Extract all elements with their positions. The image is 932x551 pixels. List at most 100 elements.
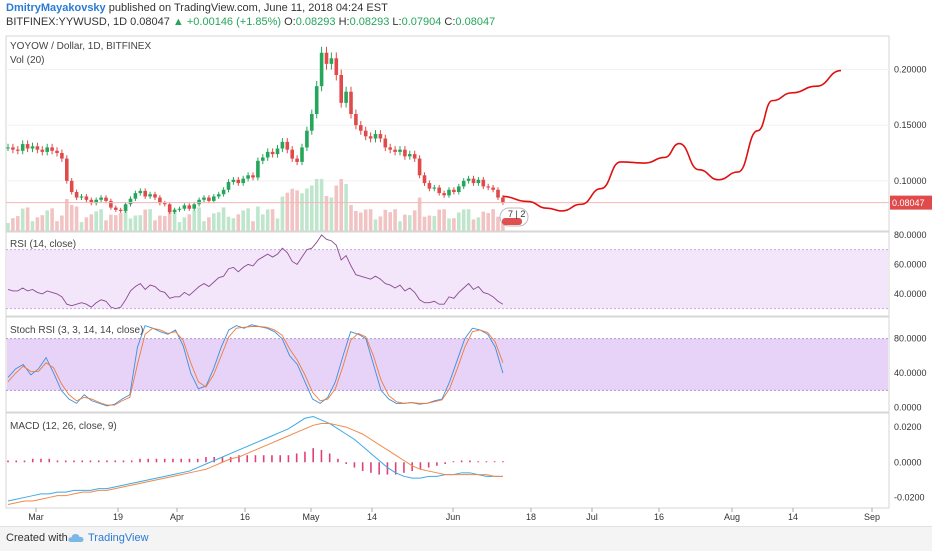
candle-body [30, 146, 35, 149]
candle-body [74, 192, 79, 198]
volume-bar [167, 207, 172, 231]
stoch-d-line [7, 326, 504, 406]
time-tick-label: Jun [446, 512, 461, 522]
volume-bar [163, 216, 167, 231]
volume-bar [177, 222, 182, 231]
last-price: 0.08047 [130, 16, 170, 28]
open-value: 0.08293 [295, 16, 336, 28]
candle-body [442, 193, 446, 196]
candle-body [319, 52, 324, 87]
volume-bar [187, 214, 192, 231]
candle-body [60, 153, 64, 159]
macd-tick-label: 0.0200 [894, 422, 922, 432]
candle-body [158, 197, 162, 204]
macd-tick-label: 0.0000 [894, 457, 922, 467]
volume-bar [256, 206, 260, 231]
candle-body [427, 183, 432, 189]
last-price-badge-bg [890, 195, 932, 210]
change-value: ▲ +0.00146 (+1.85%) [172, 16, 282, 28]
time-tick-label: 19 [113, 512, 123, 522]
volume-bar [486, 213, 490, 231]
candle-body [432, 187, 437, 189]
candle-body [55, 150, 59, 153]
candle-body [300, 147, 304, 162]
volume-bar [197, 207, 201, 231]
candle-body [256, 160, 260, 178]
event-badge-label: 7 | 2 [508, 209, 525, 219]
volume-bar [11, 218, 15, 231]
volume-bar [476, 217, 481, 231]
volume-bar [422, 216, 427, 231]
candle-body [261, 157, 265, 161]
volume-bar [496, 216, 500, 231]
candle-body [65, 158, 69, 181]
candle-body [128, 198, 133, 205]
candle-body [216, 194, 221, 197]
tradingview-brand-link[interactable]: TradingView [88, 532, 149, 544]
candle-body [187, 205, 192, 209]
candle-body [481, 179, 486, 187]
volume-bar [314, 179, 319, 231]
candle-body [466, 178, 471, 181]
candle-body [40, 149, 45, 152]
volume-bar [275, 218, 280, 231]
time-tick-label: 14 [788, 512, 798, 522]
candle-body [69, 180, 74, 192]
candle-body [251, 175, 255, 178]
candle-body [167, 204, 172, 213]
created-with-label: Created with [6, 532, 68, 544]
macd-pane-title: MACD (12, 26, close, 9) [10, 421, 117, 432]
price-tick-label: 0.10000 [894, 176, 927, 186]
candle-body [310, 114, 314, 131]
candle-body [114, 207, 118, 210]
candle-body [270, 151, 275, 155]
candle-body [285, 141, 290, 150]
volume-bar [153, 220, 157, 231]
close-label: C: [444, 16, 456, 28]
volume-bar [354, 211, 358, 231]
candle-body [16, 149, 20, 151]
candle-body [388, 147, 392, 150]
candle-body [398, 149, 402, 152]
rsi-pane[interactable] [6, 234, 889, 310]
candle-body [177, 208, 182, 210]
chart-area[interactable]: 7 | 2 Mar 19 Apr 16 May 14 Jun 18 Jul 16 Aug 14 Sep 0… [0, 0, 932, 526]
candle-body [94, 199, 98, 204]
stoch-pane[interactable] [6, 324, 889, 407]
pane-frame [5, 35, 890, 232]
volume-bar [295, 190, 299, 231]
author-link[interactable]: DmitryMayakovsky [6, 2, 106, 14]
price-pane[interactable]: 7 | 2 [6, 46, 889, 231]
time-tick-label: 16 [654, 512, 664, 522]
candle-body [118, 209, 123, 211]
candle-body [373, 134, 378, 139]
candle-body [221, 189, 226, 195]
volume-bar [363, 209, 368, 231]
macd-pane[interactable] [7, 415, 504, 505]
low-label: L: [392, 16, 402, 28]
volume-bar [138, 215, 143, 231]
candle-body [496, 189, 500, 198]
candle-body [241, 178, 245, 184]
candle-body [138, 190, 143, 194]
candle-body [50, 147, 54, 151]
volume-bar [50, 208, 54, 231]
candle-body [207, 197, 211, 201]
candle-body [339, 75, 343, 103]
candle-body [290, 149, 294, 159]
candle-body [197, 199, 201, 205]
candle-body [79, 196, 84, 198]
candle-body [305, 130, 309, 148]
volume-bar [69, 205, 74, 231]
volume-title: Vol (20) [10, 55, 44, 66]
candle-body [89, 199, 94, 204]
candle-body [226, 181, 231, 190]
volume-bar [133, 215, 138, 231]
volume-bar [246, 208, 250, 231]
candle-body [104, 197, 108, 201]
volume-bar [388, 212, 392, 231]
rsi-tick-label: 60.0000 [894, 259, 927, 269]
candle-body [383, 138, 388, 148]
low-value: 0.07904 [401, 16, 442, 28]
candle-body [403, 149, 407, 157]
